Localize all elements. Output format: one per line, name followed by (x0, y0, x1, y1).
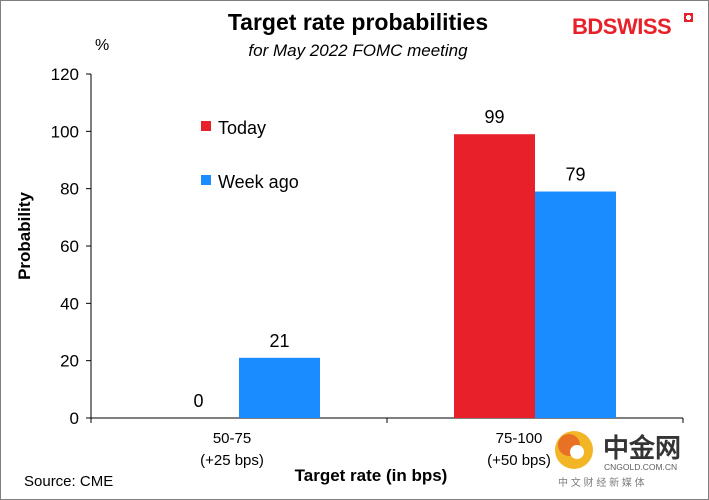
bdswiss-logo-text: BDSWISS (572, 14, 671, 39)
bar-today-1 (454, 134, 535, 418)
watermark-sub-text-2: 中 文 财 经 新 媒 体 (558, 476, 645, 489)
bar-week-ago-0 (239, 357, 320, 418)
data-label: 79 (565, 165, 585, 185)
y-tick-label: 120 (51, 65, 79, 84)
x-ticks (90, 418, 684, 423)
legend-swatch-today (201, 121, 211, 131)
y-tick-label: 100 (51, 122, 79, 141)
legend-label-today: Today (218, 118, 266, 138)
data-label: 0 (193, 391, 203, 411)
bar-week-ago-1 (535, 191, 616, 418)
chart-title: Target rate probabilities (228, 9, 488, 35)
legend-label-week-ago: Week ago (218, 172, 299, 192)
y-tick-label: 0 (70, 409, 79, 428)
bar-labels: 0 21 99 79 (193, 107, 585, 411)
chart-subtitle: for May 2022 FOMC meeting (248, 41, 468, 60)
y-tick-label: 20 (60, 352, 79, 371)
legend: Today Week ago (201, 118, 299, 192)
category-label-0-line2: (+25 bps) (200, 452, 264, 469)
category-label-1-line1: 75-100 (496, 430, 543, 447)
category-label-0-line1: 50-75 (213, 430, 251, 447)
unit-label: % (95, 37, 109, 54)
bdswiss-logo: BDSWISS (572, 13, 693, 39)
y-ticks: 0 20 40 60 80 100 120 (51, 65, 91, 428)
data-label: 99 (484, 107, 504, 127)
cngold-watermark: 中金网 CNGOLD.COM.CN 中 文 财 经 新 媒 体 (555, 431, 681, 489)
data-label: 21 (269, 331, 289, 351)
y-tick-label: 60 (60, 237, 79, 256)
y-tick-label: 80 (60, 180, 79, 199)
watermark-main-text: 中金网 (603, 433, 681, 463)
y-tick-label: 40 (60, 294, 79, 313)
source-note: Source: CME (24, 473, 113, 490)
x-axis-title: Target rate (in bps) (295, 466, 448, 485)
category-label-1-line2: (+50 bps) (487, 452, 551, 469)
bars (239, 134, 616, 418)
legend-swatch-week-ago (201, 175, 211, 185)
watermark-sub-text: CNGOLD.COM.CN (604, 462, 677, 472)
y-axis-title: Probability (15, 192, 34, 280)
